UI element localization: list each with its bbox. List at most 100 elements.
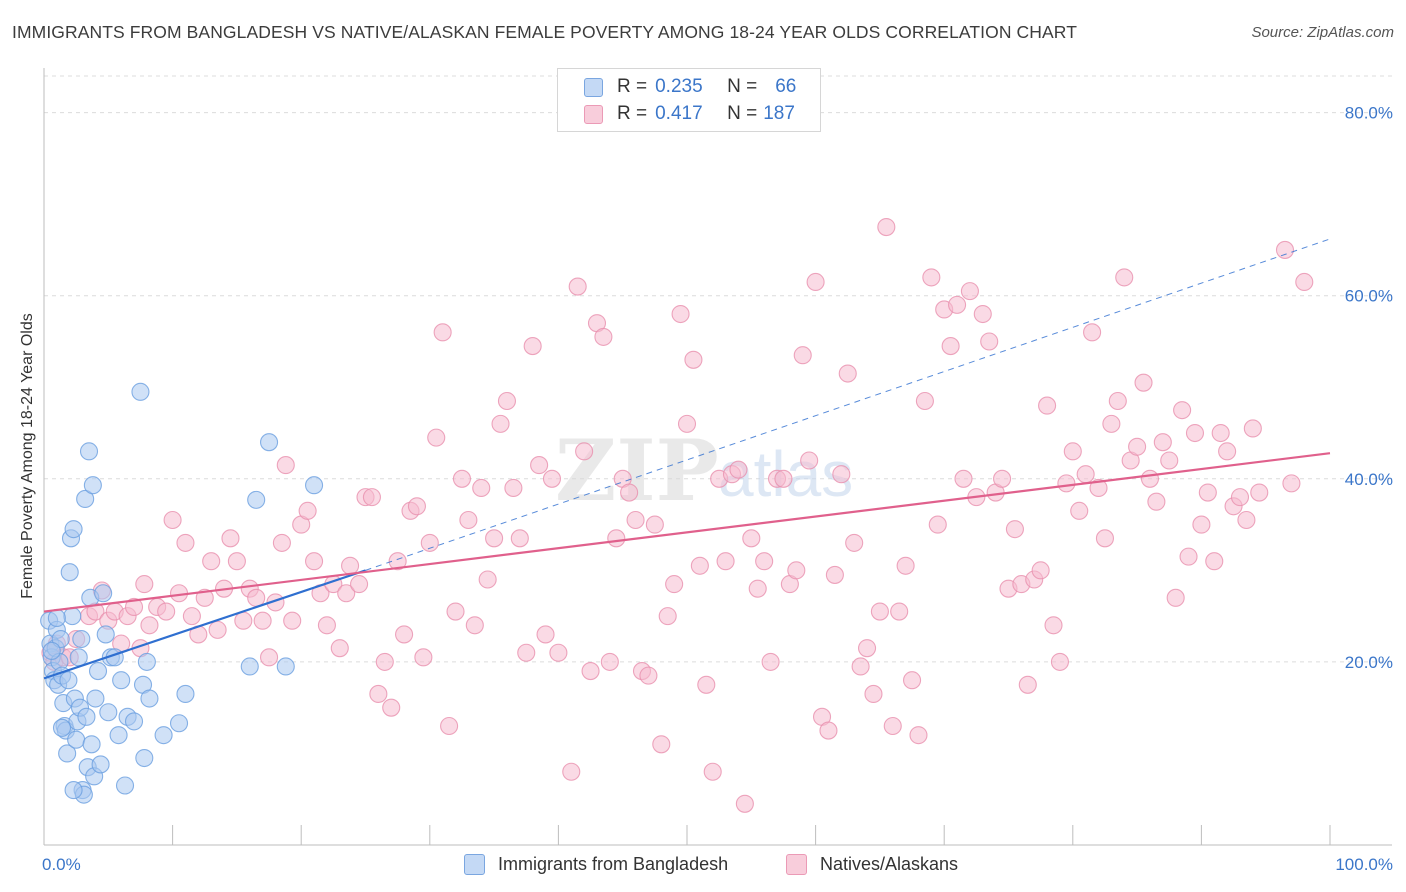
data-point <box>1005 520 1024 539</box>
y-tick-label: 80.0% <box>1345 104 1393 123</box>
data-point <box>800 451 819 470</box>
data-point <box>407 497 426 516</box>
data-point <box>47 608 66 628</box>
trend-lines <box>43 238 1331 680</box>
data-point <box>1031 561 1050 580</box>
data-point <box>221 529 240 548</box>
data-point <box>234 611 253 630</box>
data-point <box>305 552 324 571</box>
data-point <box>1076 465 1095 484</box>
y-tick-labels: 20.0% 40.0% 60.0% 80.0% <box>1345 104 1393 672</box>
data-point <box>58 744 77 763</box>
x-tick-label: 100.0% <box>1335 855 1393 874</box>
x-tick-labels: 0.0% 100.0% <box>42 855 1393 874</box>
data-point <box>993 469 1012 488</box>
data-point <box>1230 488 1250 507</box>
data-point <box>182 607 201 626</box>
data-point <box>941 337 960 356</box>
trend-line <box>43 452 1331 613</box>
data-point <box>131 382 150 401</box>
data-point <box>42 641 61 660</box>
data-point <box>1237 510 1256 530</box>
data-point <box>79 442 99 461</box>
data-point <box>169 714 189 733</box>
data-point <box>742 529 761 548</box>
legend-swatch-bangladesh <box>584 77 603 97</box>
data-point <box>452 469 472 488</box>
bottom-legend-label-bangladesh: Immigrants from Bangladesh <box>498 853 729 874</box>
data-point <box>135 748 154 768</box>
data-point <box>703 762 722 781</box>
trend-line <box>43 569 366 680</box>
data-point <box>851 657 870 676</box>
data-point <box>395 625 414 644</box>
y-tick-label: 60.0% <box>1345 287 1393 306</box>
data-point <box>472 478 491 498</box>
data-point <box>857 639 877 658</box>
data-point <box>208 620 227 639</box>
data-point <box>76 489 95 509</box>
data-point <box>276 657 295 676</box>
data-point <box>960 282 979 301</box>
watermark: ZIPatlas <box>555 421 853 520</box>
data-point <box>227 552 246 571</box>
data-point <box>491 414 510 433</box>
data-point <box>1018 675 1037 694</box>
data-point <box>729 460 748 479</box>
data-point <box>240 657 259 676</box>
data-point <box>549 643 568 662</box>
data-point <box>530 456 549 475</box>
data-point <box>1089 478 1108 498</box>
data-point <box>1140 469 1160 488</box>
data-point <box>478 570 497 589</box>
data-point <box>626 510 645 530</box>
data-point <box>562 762 581 781</box>
data-point <box>140 689 159 708</box>
correlation-legend: R = 0.235 N = 66 R = 0.417 N = 187 <box>557 68 821 132</box>
data-point <box>115 776 135 795</box>
data-point <box>575 442 594 461</box>
data-point <box>1115 268 1134 287</box>
data-point <box>735 794 754 813</box>
data-point <box>665 575 684 594</box>
data-point <box>369 684 388 703</box>
data-point <box>420 533 439 552</box>
data-point <box>1063 442 1082 461</box>
data-point <box>382 698 401 717</box>
data-point <box>1038 396 1057 415</box>
data-point <box>259 433 279 452</box>
data-point <box>124 597 144 617</box>
data-point <box>787 561 806 580</box>
data-point <box>928 515 947 534</box>
legend-n-label: N = <box>727 76 758 97</box>
legend-swatch-natives <box>584 104 603 124</box>
data-point <box>671 304 690 324</box>
data-point <box>864 684 883 703</box>
data-point <box>645 515 664 534</box>
data-point <box>446 602 465 621</box>
data-point <box>96 625 115 644</box>
data-point <box>658 607 677 626</box>
data-point <box>697 675 716 694</box>
data-point <box>69 648 88 667</box>
data-point <box>91 755 110 774</box>
data-point <box>94 584 113 603</box>
data-point <box>877 218 896 237</box>
data-point <box>176 684 195 703</box>
y-axis-label: Female Poverty Among 18-24 Year Olds <box>19 313 36 599</box>
data-point <box>112 671 131 690</box>
data-point <box>774 469 793 488</box>
legend-r-label: R = <box>617 76 648 97</box>
source-label: Source: ZipAtlas.com <box>1251 24 1394 41</box>
data-point <box>427 428 446 447</box>
data-point <box>1070 501 1089 520</box>
data-point <box>247 588 266 607</box>
data-point <box>1198 483 1217 502</box>
data-point <box>542 469 562 488</box>
data-point <box>1147 492 1166 511</box>
bottom-legend-swatch-bangladesh <box>464 853 485 875</box>
data-point <box>497 391 517 411</box>
legend-row-natives: R = 0.417 N = 187 <box>584 103 795 125</box>
bottom-legend-natives: Natives/Alaskans <box>786 852 958 876</box>
